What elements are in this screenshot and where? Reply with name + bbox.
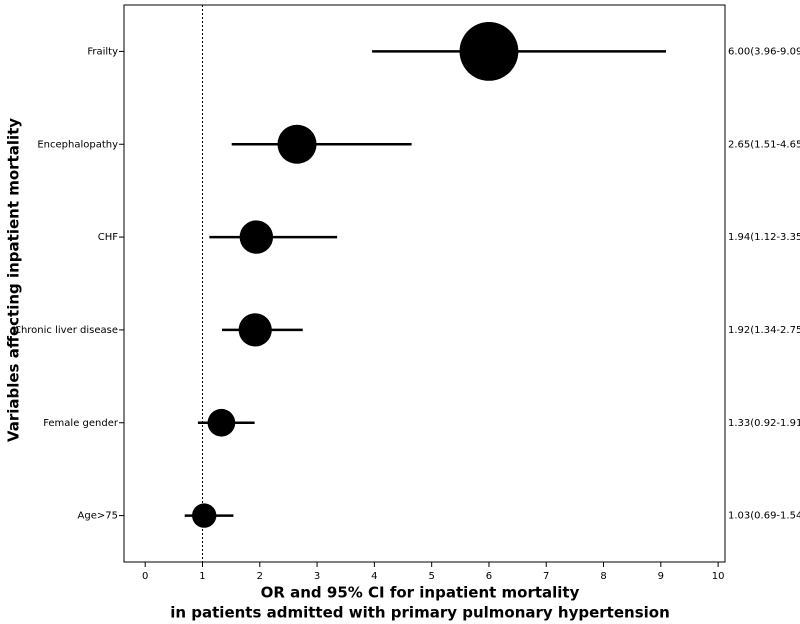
- x-tick-label: 1: [199, 571, 205, 582]
- odds-ratio-point: [192, 503, 217, 528]
- odds-ratio-point: [277, 124, 317, 164]
- x-axis-title: in patients admitted with primary pulmon…: [170, 604, 670, 622]
- value-label: 1.94(1.12-3.35): [728, 232, 800, 243]
- odds-ratio-point: [239, 220, 274, 254]
- value-label: 6.00(3.96-9.09): [728, 46, 800, 57]
- y-axis-title: Variables affecting inpatient mortality: [5, 118, 23, 442]
- value-label: 2.65(1.51-4.65): [728, 139, 800, 150]
- x-tick-label: 10: [712, 571, 725, 582]
- category-label: CHF: [98, 232, 119, 243]
- odds-ratio-point: [207, 408, 236, 437]
- category-label: Frailty: [87, 46, 118, 57]
- category-label: Age>75: [78, 511, 118, 522]
- x-tick-label: 4: [371, 571, 377, 582]
- x-axis-title: OR and 95% CI for inpatient mortality: [261, 584, 580, 602]
- x-tick-label: 8: [600, 571, 606, 582]
- x-tick-label: 9: [658, 571, 664, 582]
- odds-ratio-point: [459, 22, 519, 81]
- category-label: Encephalopathy: [37, 139, 118, 150]
- x-tick-label: 3: [314, 571, 320, 582]
- value-label: 1.03(0.69-1.54): [728, 511, 800, 522]
- odds-ratio-point: [238, 313, 272, 347]
- x-tick-label: 6: [486, 571, 492, 582]
- value-label: 1.33(0.92-1.91): [728, 418, 800, 429]
- x-tick-label: 0: [142, 571, 148, 582]
- x-tick-label: 7: [543, 571, 549, 582]
- category-label: Female gender: [43, 418, 119, 429]
- x-tick-label: 5: [428, 571, 434, 582]
- value-label: 1.92(1.34-2.75): [728, 325, 800, 336]
- category-label: Chronic liver disease: [14, 325, 118, 336]
- plot-frame: [123, 4, 726, 563]
- x-tick-label: 2: [257, 571, 263, 582]
